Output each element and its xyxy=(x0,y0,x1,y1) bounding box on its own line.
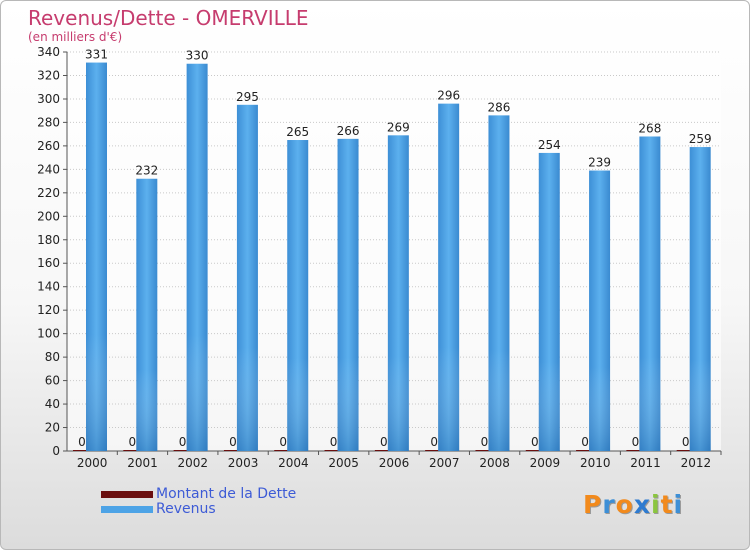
legend-swatch-revenus xyxy=(101,506,153,513)
y-tick-label: 20 xyxy=(45,421,60,435)
bar-revenus-shade xyxy=(337,138,359,451)
bar-dette xyxy=(475,450,494,451)
bar-revenus-shade xyxy=(236,104,258,451)
x-tick-label: 2008 xyxy=(479,456,510,470)
bar-dette xyxy=(173,450,192,451)
bar-dette xyxy=(576,450,595,451)
data-label-dette: 0 xyxy=(78,435,86,449)
data-label-revenus: 296 xyxy=(437,89,460,103)
data-label-dette: 0 xyxy=(682,435,690,449)
data-label-dette: 0 xyxy=(481,435,489,449)
bar-revenus-shade xyxy=(438,103,460,452)
bar-revenus-shade xyxy=(287,140,309,451)
chart-subtitle: (en milliers d'€) xyxy=(28,30,123,44)
data-label-dette: 0 xyxy=(531,435,539,449)
y-tick-label: 80 xyxy=(45,350,60,364)
data-label-revenus: 265 xyxy=(286,125,309,139)
y-tick-label: 240 xyxy=(37,162,60,176)
x-tick-label: 2005 xyxy=(328,456,359,470)
y-tick-label: 280 xyxy=(37,115,60,129)
y-tick-label: 300 xyxy=(37,92,60,106)
y-tick-label: 340 xyxy=(37,45,60,59)
data-label-dette: 0 xyxy=(581,435,589,449)
legend-swatch-dette xyxy=(101,491,153,498)
x-tick-label: 2001 xyxy=(127,456,158,470)
logo-letter: i xyxy=(673,490,684,519)
data-label-revenus: 330 xyxy=(186,49,209,63)
bar-revenus-shade xyxy=(538,152,560,451)
x-tick-label: 2003 xyxy=(228,456,259,470)
bar-dette xyxy=(223,450,242,451)
data-label-dette: 0 xyxy=(632,435,640,449)
logo-letter: t xyxy=(660,490,674,519)
data-label-revenus: 266 xyxy=(337,124,360,138)
bar-dette xyxy=(374,450,393,451)
bar-dette xyxy=(676,450,695,451)
legend-label-revenus: Revenus xyxy=(156,501,216,517)
bar-dette xyxy=(123,450,142,451)
y-tick-label: 220 xyxy=(37,186,60,200)
bar-dette xyxy=(626,450,645,451)
bar-dette xyxy=(274,450,293,451)
x-tick-label: 2004 xyxy=(278,456,309,470)
bar-revenus-shade xyxy=(387,135,409,451)
y-tick-label: 40 xyxy=(45,397,60,411)
data-label-revenus: 259 xyxy=(689,132,712,146)
bar-dette xyxy=(525,450,544,451)
bar-revenus-shade xyxy=(86,62,107,451)
y-tick-label: 0 xyxy=(52,444,60,458)
data-label-revenus: 286 xyxy=(488,100,511,114)
logo-letter: o xyxy=(615,490,634,519)
data-label-revenus: 239 xyxy=(588,156,611,170)
logo-letter: P xyxy=(583,490,603,519)
y-tick-label: 180 xyxy=(37,233,60,247)
data-label-dette: 0 xyxy=(229,435,237,449)
x-tick-label: 2012 xyxy=(681,456,712,470)
bar-revenus-shade xyxy=(639,136,661,451)
y-tick-label: 200 xyxy=(37,209,60,223)
bar-revenus-shade xyxy=(589,170,611,451)
x-tick-label: 2000 xyxy=(77,456,108,470)
y-tick-label: 60 xyxy=(45,374,60,388)
logo-letter: i xyxy=(651,490,661,519)
legend-label-dette: Montant de la Dette xyxy=(156,486,297,502)
data-label-revenus: 254 xyxy=(538,138,561,152)
data-label-revenus: 269 xyxy=(387,120,410,134)
data-label-dette: 0 xyxy=(430,435,438,449)
data-label-revenus: 232 xyxy=(135,164,158,178)
data-label-dette: 0 xyxy=(128,435,136,449)
data-label-revenus: 268 xyxy=(638,121,661,135)
data-label-dette: 0 xyxy=(279,435,287,449)
x-tick-label: 2011 xyxy=(630,456,661,470)
bar-dette xyxy=(425,450,444,451)
data-label-revenus: 295 xyxy=(236,90,259,104)
data-label-dette: 0 xyxy=(179,435,187,449)
data-label-dette: 0 xyxy=(330,435,338,449)
bar-revenus-shade xyxy=(136,178,158,451)
logo-letter: r xyxy=(602,490,616,519)
y-tick-label: 140 xyxy=(37,280,60,294)
x-tick-label: 2007 xyxy=(429,456,460,470)
bar-revenus-shade xyxy=(689,147,711,451)
x-tick-label: 2009 xyxy=(530,456,561,470)
y-tick-label: 160 xyxy=(37,256,60,270)
bar-revenus-shade xyxy=(488,115,510,451)
y-tick-label: 120 xyxy=(37,303,60,317)
bar-revenus-shade xyxy=(186,63,208,452)
data-label-revenus: 331 xyxy=(85,48,108,62)
bar-dette xyxy=(73,450,91,451)
bar-dette xyxy=(324,450,343,451)
logo-letter: x xyxy=(633,490,651,519)
chart-title: Revenus/Dette - OMERVILLE xyxy=(28,6,309,30)
y-tick-label: 260 xyxy=(37,139,60,153)
x-tick-label: 2006 xyxy=(379,456,410,470)
x-tick-label: 2010 xyxy=(580,456,611,470)
y-tick-label: 100 xyxy=(37,327,60,341)
x-tick-label: 2002 xyxy=(177,456,208,470)
y-tick-label: 320 xyxy=(37,68,60,82)
proxiti-logo: Proxiti xyxy=(583,490,683,519)
data-label-dette: 0 xyxy=(380,435,388,449)
